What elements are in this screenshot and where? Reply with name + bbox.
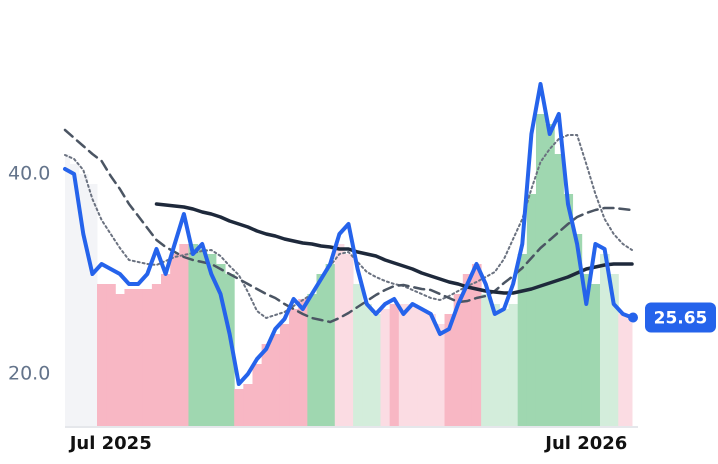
band-bar xyxy=(609,274,619,427)
band-bar xyxy=(197,249,208,427)
x-tick-label: Jul 2026 xyxy=(543,433,627,454)
band-bar xyxy=(435,324,446,427)
band-bar xyxy=(316,274,327,427)
band-bar xyxy=(453,294,464,427)
band-bar xyxy=(371,314,382,427)
band-bar xyxy=(380,309,391,427)
band-bar xyxy=(252,364,263,427)
y-tick-label: 20.0 xyxy=(8,363,50,385)
band-bar xyxy=(225,274,235,427)
band-bar xyxy=(517,254,528,427)
band-bar xyxy=(545,124,555,427)
band-bar xyxy=(115,294,125,427)
band-bar xyxy=(417,309,427,427)
band-bar xyxy=(170,254,180,427)
band-bar xyxy=(343,254,354,427)
band-bar xyxy=(106,284,116,427)
band-bar xyxy=(426,314,436,427)
x-tick-label: Jul 2025 xyxy=(68,433,152,454)
band-bar xyxy=(499,309,510,427)
band-bar xyxy=(563,194,574,427)
band-bar xyxy=(142,289,153,427)
band-bar xyxy=(490,304,500,427)
average-line xyxy=(154,202,634,295)
band-bar xyxy=(353,284,363,427)
band-bar xyxy=(444,314,455,427)
band-bar xyxy=(398,304,409,427)
band-bar xyxy=(618,314,628,427)
average-line xyxy=(63,128,634,324)
band-bar xyxy=(161,274,171,427)
band-bar xyxy=(599,254,610,427)
band-bar xyxy=(97,284,107,427)
band-bar xyxy=(206,254,217,427)
band-bar xyxy=(179,244,189,427)
band-bar xyxy=(234,389,244,427)
band-bar xyxy=(407,304,418,427)
band-bar xyxy=(462,274,473,427)
band-bar xyxy=(78,174,89,427)
band-bar xyxy=(279,324,290,427)
band-bar xyxy=(481,294,491,427)
band-bar xyxy=(471,264,482,427)
band-bar xyxy=(362,304,372,427)
band-bar xyxy=(554,154,564,427)
band-bar xyxy=(535,114,546,427)
band-bar xyxy=(307,294,317,427)
average-line xyxy=(64,134,633,319)
band-bar xyxy=(627,319,633,427)
band-bar xyxy=(590,284,601,427)
band-bar xyxy=(124,289,135,427)
band-bar xyxy=(188,244,199,427)
band-bar xyxy=(581,274,592,427)
band-bar xyxy=(243,384,253,427)
band-bar xyxy=(325,264,336,427)
y-tick-label: 40.0 xyxy=(8,163,50,185)
band-bar xyxy=(133,289,144,427)
band-bar xyxy=(334,244,345,427)
price-line xyxy=(63,82,634,386)
band-bar xyxy=(65,154,71,427)
band-bar xyxy=(215,264,226,427)
band-bar xyxy=(289,309,299,427)
band-bar xyxy=(69,164,80,427)
band-bar xyxy=(389,304,400,427)
band-bar xyxy=(508,304,519,427)
band-bar xyxy=(270,334,281,427)
band-bar xyxy=(261,344,272,427)
band-bar xyxy=(572,234,583,427)
last-point xyxy=(628,312,638,323)
value-pill xyxy=(645,302,716,333)
band-bar xyxy=(151,284,162,427)
band-bar xyxy=(298,299,308,427)
last-value-label: 25.65 xyxy=(654,309,708,329)
band-bar xyxy=(87,184,98,427)
band-bar xyxy=(526,194,537,427)
